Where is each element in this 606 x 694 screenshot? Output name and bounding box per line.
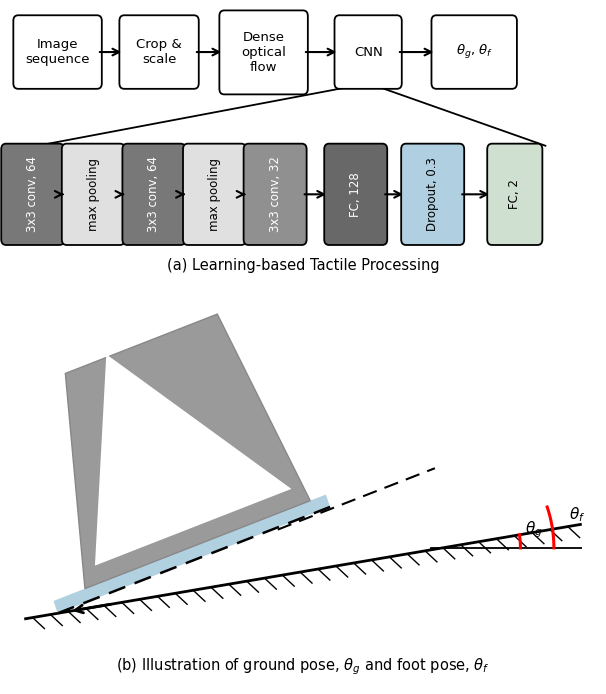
FancyBboxPatch shape [401, 144, 464, 245]
FancyBboxPatch shape [431, 15, 517, 89]
Polygon shape [24, 524, 582, 679]
FancyBboxPatch shape [119, 15, 199, 89]
FancyBboxPatch shape [219, 10, 308, 94]
FancyBboxPatch shape [13, 15, 102, 89]
FancyBboxPatch shape [183, 144, 246, 245]
Text: (b) Illustration of ground pose, $\theta_g$ and foot pose, $\theta_f$: (b) Illustration of ground pose, $\theta… [116, 656, 490, 677]
Text: Crop &
scale: Crop & scale [136, 38, 182, 66]
Text: FC, 128: FC, 128 [349, 172, 362, 217]
FancyBboxPatch shape [487, 144, 542, 245]
Text: $\theta_f$: $\theta_f$ [568, 505, 585, 524]
Text: (a) Learning-based Tactile Processing: (a) Learning-based Tactile Processing [167, 257, 439, 273]
FancyBboxPatch shape [1, 144, 64, 245]
Text: CNN: CNN [354, 46, 382, 58]
Text: max pooling: max pooling [208, 158, 221, 231]
FancyBboxPatch shape [122, 144, 185, 245]
Text: Image
sequence: Image sequence [25, 38, 90, 66]
FancyBboxPatch shape [324, 144, 387, 245]
Text: 3x3 conv, 64: 3x3 conv, 64 [147, 156, 161, 232]
FancyBboxPatch shape [335, 15, 402, 89]
Text: 3x3 conv, 32: 3x3 conv, 32 [268, 156, 282, 232]
Text: FC, 2: FC, 2 [508, 179, 521, 210]
Text: max pooling: max pooling [87, 158, 100, 231]
Text: Dropout, 0.3: Dropout, 0.3 [426, 158, 439, 231]
FancyBboxPatch shape [244, 144, 307, 245]
Text: Dense
optical
flow: Dense optical flow [241, 31, 286, 74]
FancyBboxPatch shape [62, 144, 125, 245]
Polygon shape [53, 495, 330, 613]
Polygon shape [95, 354, 291, 566]
Polygon shape [65, 314, 310, 589]
Text: 3x3 conv, 64: 3x3 conv, 64 [26, 156, 39, 232]
Text: $\theta_g$: $\theta_g$ [525, 520, 543, 540]
Text: $\theta_g$, $\theta_f$: $\theta_g$, $\theta_f$ [456, 43, 493, 61]
